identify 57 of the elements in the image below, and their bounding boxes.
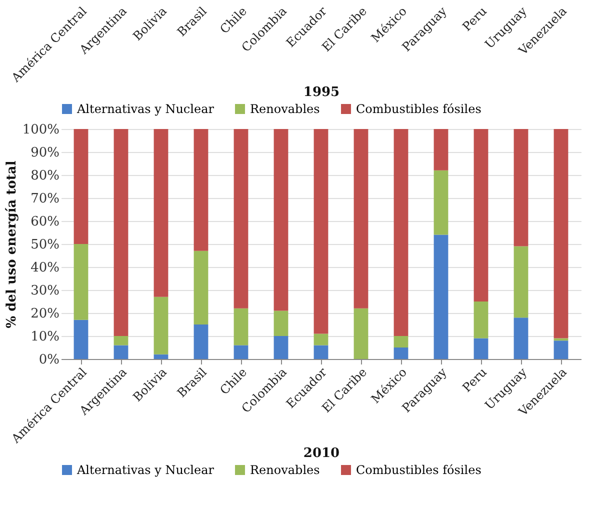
y-tick-label: 70% [30, 192, 60, 206]
bar [274, 336, 288, 359]
bar [394, 348, 408, 359]
bar [514, 318, 528, 359]
legend-label: Renovables [250, 463, 320, 477]
bar [394, 336, 408, 348]
y-tick-label: 60% [30, 214, 60, 230]
y-tick-label: 0% [38, 352, 60, 368]
bar [274, 129, 288, 311]
bar [234, 308, 248, 346]
bar [474, 129, 488, 302]
y-tick-label: 40% [30, 260, 60, 276]
x-axis-title: 2010 [303, 446, 340, 461]
legend-label: Combustibles fósiles [356, 463, 482, 477]
bar [314, 129, 328, 334]
bar [474, 302, 488, 338]
bar [514, 129, 528, 246]
bar [74, 129, 88, 244]
y-tick-label: 50% [30, 238, 60, 252]
bar [274, 310, 288, 336]
y-axis-title: % del uso energía total [4, 160, 20, 328]
bar [434, 170, 448, 235]
bar [234, 345, 248, 359]
bar [554, 129, 568, 338]
bar [114, 129, 128, 336]
bar [554, 340, 568, 359]
text: 1995 [303, 84, 340, 100]
bar [74, 320, 88, 359]
bar [194, 324, 208, 359]
y-tick-label: 20% [30, 306, 60, 322]
bar [194, 129, 208, 251]
bar [154, 129, 168, 297]
bar [234, 129, 248, 308]
bar [514, 246, 528, 318]
bar [434, 129, 448, 170]
bar [154, 354, 168, 359]
y-tick-label: 30% [30, 284, 60, 298]
bar [354, 129, 368, 308]
bar [114, 336, 128, 346]
legend-label: Alternativas y Nuclear [76, 102, 214, 116]
legend-label: Combustibles fósiles [356, 102, 482, 116]
bar [154, 296, 168, 354]
y-tick-label: 100% [22, 122, 60, 138]
y-tick-label: 80% [30, 168, 60, 184]
bar [194, 250, 208, 324]
legend-label: Renovables [250, 102, 320, 116]
bar [314, 345, 328, 359]
bar [434, 234, 448, 359]
legend-label: Alternativas y Nuclear [76, 463, 214, 477]
bar [474, 338, 488, 359]
bar [314, 334, 328, 346]
y-tick-label: 10% [30, 330, 60, 344]
bar [74, 244, 88, 320]
bar [394, 129, 408, 336]
bar [114, 345, 128, 359]
y-tick-label: 90% [30, 146, 60, 160]
bar [354, 308, 368, 359]
